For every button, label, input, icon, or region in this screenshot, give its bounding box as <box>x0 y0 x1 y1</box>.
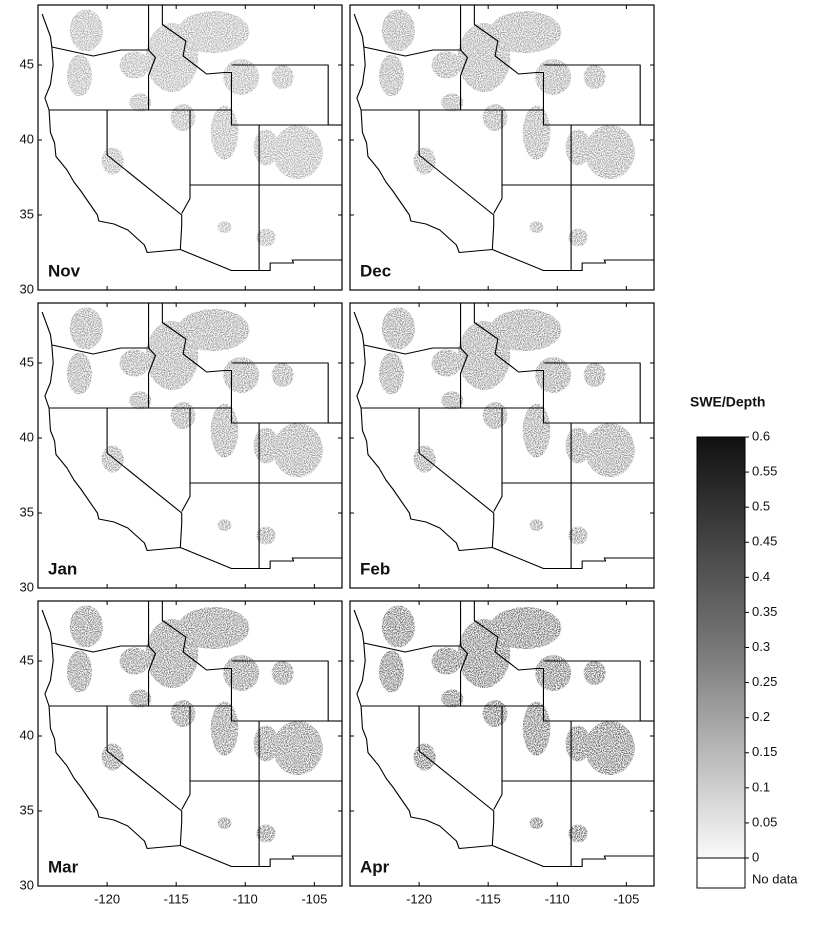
y-tick-label: 35 <box>20 504 34 519</box>
map-panel: Dec <box>349 4 655 291</box>
panel-border <box>349 4 655 291</box>
x-tick-label: -105 <box>301 891 327 906</box>
map-panel: 30 35 40 45 -120 -115 -110 -105 Mar <box>20 600 343 906</box>
map-panel: 30 35 40 45 Nov <box>20 4 343 296</box>
panel-label: Jan <box>48 559 77 578</box>
colorbar-tick-label: 0.45 <box>752 534 777 549</box>
colorbar-tick-label: 0.25 <box>752 674 777 689</box>
x-tick-label: -110 <box>545 891 570 906</box>
panel-border <box>349 302 655 589</box>
x-tick-label: -120 <box>406 891 432 906</box>
y-tick-label: 40 <box>20 131 34 146</box>
y-tick-label: 45 <box>20 652 34 667</box>
colorbar-tick-label: 0.05 <box>752 814 777 829</box>
colorbar-tick-label: 0.1 <box>752 779 770 794</box>
y-tick-label: 35 <box>20 206 34 221</box>
colorbar-tick-label: 0.5 <box>752 499 770 514</box>
colorbar-tick-label: 0.55 <box>752 464 777 479</box>
y-tick-label: 45 <box>20 354 34 369</box>
colorbar <box>696 436 746 859</box>
x-tick-label: -110 <box>233 891 258 906</box>
colorbar-tick-label: 0.2 <box>752 709 770 724</box>
colorbar-tick-label: 0.35 <box>752 604 777 619</box>
panel-label: Mar <box>48 857 79 876</box>
y-tick-label: 30 <box>20 579 34 594</box>
y-tick-label: 40 <box>20 727 34 742</box>
panel-label: Nov <box>48 261 81 280</box>
panels: 30 35 40 45 Nov Dec 30 35 40 45 Jan Feb 30 35 40 45 -120… <box>20 4 655 906</box>
colorbar-tick-label: 0.6 <box>752 428 770 443</box>
y-tick-label: 40 <box>20 429 34 444</box>
map-panel: Feb <box>349 302 655 589</box>
x-tick-label: -120 <box>94 891 120 906</box>
panel-label: Dec <box>360 261 391 280</box>
colorbar-tick-label: 0.3 <box>752 639 770 654</box>
x-tick-label: -105 <box>613 891 639 906</box>
map-panel: -120 -115 -110 -105 Apr <box>349 600 655 906</box>
no-data-swatch <box>696 857 746 889</box>
map-panel: 30 35 40 45 Jan <box>20 302 343 594</box>
panel-label: Apr <box>360 857 390 876</box>
legend-title: SWE/Depth <box>690 394 765 410</box>
panel-border <box>349 600 655 887</box>
panel-border <box>37 600 343 887</box>
y-tick-label: 35 <box>20 802 34 817</box>
panel-label: Feb <box>360 559 390 578</box>
legend: SWE/Depth No data 0.6 0.55 0.5 0.45 0.4 0.35 0… <box>690 394 798 889</box>
colorbar-tick-label: 0.4 <box>752 569 770 584</box>
panel-border <box>37 302 343 589</box>
x-tick-label: -115 <box>476 891 501 906</box>
y-tick-label: 30 <box>20 281 34 296</box>
colorbar-tick-label: 0 <box>752 849 759 864</box>
x-tick-label: -115 <box>164 891 189 906</box>
panel-border <box>37 4 343 291</box>
y-tick-label: 45 <box>20 56 34 71</box>
colorbar-tick-label: 0.15 <box>752 744 777 759</box>
no-data-label: No data <box>752 871 798 886</box>
y-tick-label: 30 <box>20 877 34 892</box>
